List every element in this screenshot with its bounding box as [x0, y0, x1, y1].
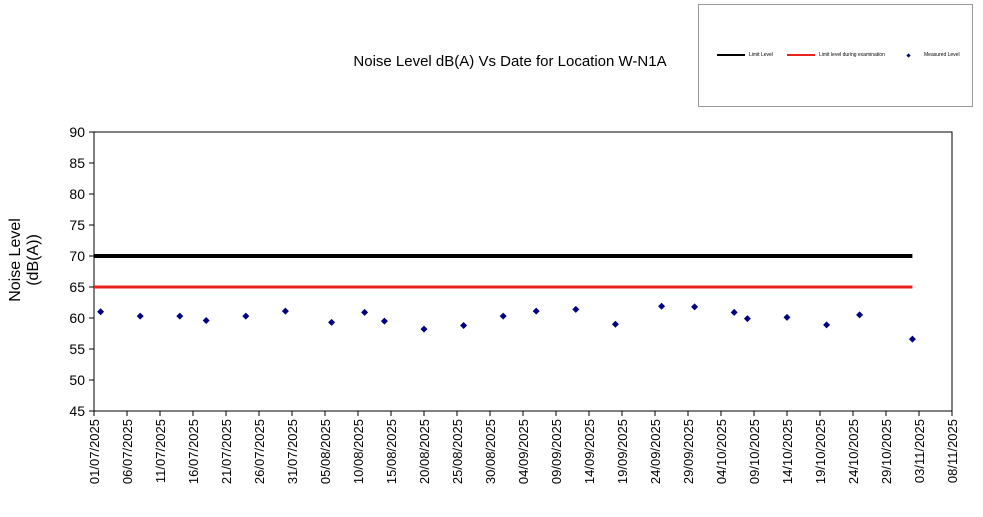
legend-label: Measured Level: [924, 52, 960, 58]
chart-title: Noise Level dB(A) Vs Date for Location W…: [353, 53, 667, 70]
x-tick-label: 26/07/2025: [252, 419, 267, 484]
data-point: [420, 325, 428, 333]
data-point: [730, 308, 738, 316]
y-tick-label: 60: [69, 310, 85, 326]
data-point: [658, 302, 666, 310]
legend-item-measured-level: Measured Level: [895, 52, 960, 58]
y-tick-label: 75: [69, 217, 85, 233]
x-tick-label: 31/07/2025: [285, 419, 300, 484]
x-tick-label: 01/07/2025: [87, 419, 102, 484]
plot-area: [93, 131, 953, 412]
y-tick-label: 70: [69, 248, 85, 264]
data-point: [176, 312, 184, 320]
x-tick-label: 03/11/2025: [912, 419, 927, 483]
data-point: [202, 316, 210, 324]
y-tick-label: 50: [69, 372, 85, 388]
y-tick-label: 45: [69, 403, 85, 419]
x-tick-label: 04/10/2025: [714, 419, 729, 484]
x-tick-label: 29/10/2025: [879, 419, 894, 484]
y-tick-label: 65: [69, 279, 85, 295]
x-tick-label: 04/09/2025: [516, 419, 531, 484]
legend-label: Limit level during examination: [819, 52, 885, 58]
data-point: [572, 305, 580, 313]
x-tick-label: 25/08/2025: [450, 419, 465, 484]
y-axis-label-line: Noise Level: [7, 218, 24, 302]
x-tick-label: 11/07/2025: [153, 419, 168, 483]
data-point: [499, 312, 507, 320]
data-point: [328, 318, 336, 326]
x-tick-label: 19/10/2025: [813, 419, 828, 484]
x-tick-label: 24/10/2025: [846, 419, 861, 484]
data-point: [691, 303, 699, 311]
y-axis-label: Noise Level(dB(A)): [7, 218, 42, 302]
data-point: [281, 307, 289, 315]
y-tick-label: 55: [69, 341, 85, 357]
x-tick-label: 14/10/2025: [780, 419, 795, 484]
data-point: [242, 312, 250, 320]
legend-label: Limit Level: [749, 52, 773, 58]
x-tick-label: 24/09/2025: [648, 419, 663, 484]
data-point: [856, 311, 864, 319]
data-point: [743, 315, 751, 323]
x-tick-label: 29/09/2025: [681, 419, 696, 484]
legend-item-limit-level: Limit Level: [717, 52, 773, 58]
x-tick-label: 30/08/2025: [483, 419, 498, 484]
x-tick-label: 09/10/2025: [747, 419, 762, 484]
data-point: [532, 307, 540, 315]
legend: Limit Level Limit level during examinati…: [698, 4, 973, 107]
y-tick-label: 85: [69, 155, 85, 171]
data-point: [380, 317, 388, 325]
x-tick-label: 16/07/2025: [186, 419, 201, 484]
y-tick-label: 90: [69, 124, 85, 140]
x-tick-label: 09/09/2025: [549, 419, 564, 484]
legend-line-black-icon: [717, 54, 745, 56]
x-tick-label: 21/07/2025: [219, 419, 234, 484]
data-point: [361, 308, 369, 316]
data-point: [460, 321, 468, 329]
data-point: [908, 335, 916, 343]
x-tick-label: 10/08/2025: [351, 419, 366, 484]
y-axis-label-line: (dB(A)): [25, 234, 42, 286]
x-tick-label: 19/09/2025: [615, 419, 630, 484]
data-point: [97, 308, 105, 316]
x-tick-label: 08/11/2025: [945, 419, 960, 483]
legend-line-red-icon: [787, 54, 815, 56]
y-tick-label: 80: [69, 186, 85, 202]
x-tick-label: 20/08/2025: [417, 419, 432, 484]
x-tick-label: 14/09/2025: [582, 419, 597, 484]
legend-item-exam-limit: Limit level during examination: [787, 52, 885, 58]
x-tick-label: 05/08/2025: [318, 419, 333, 484]
data-point: [823, 321, 831, 329]
data-point: [783, 313, 791, 321]
data-point: [136, 312, 144, 320]
data-point: [611, 320, 619, 328]
x-tick-label: 06/07/2025: [120, 419, 135, 484]
x-tick-label: 15/08/2025: [384, 419, 399, 484]
